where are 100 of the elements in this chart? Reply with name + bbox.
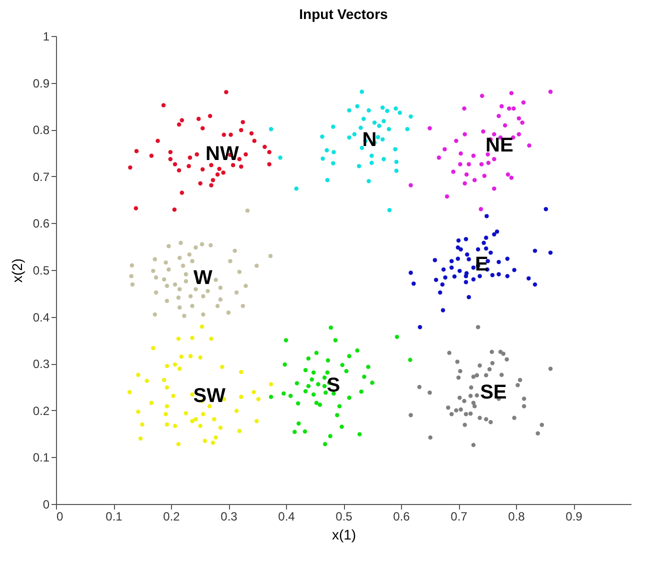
- point: [332, 150, 336, 154]
- point: [230, 163, 236, 168]
- point: [134, 149, 139, 154]
- point: [471, 154, 476, 158]
- point: [488, 250, 493, 255]
- point: [254, 419, 259, 424]
- point: [490, 361, 495, 366]
- point: [458, 162, 462, 166]
- point: [176, 122, 182, 127]
- point: [284, 338, 288, 342]
- point: [200, 242, 204, 246]
- point: [144, 378, 149, 384]
- point: [512, 268, 516, 272]
- point: [488, 420, 493, 424]
- point: [180, 190, 184, 195]
- point: [509, 90, 514, 96]
- point: [490, 273, 495, 278]
- point: [521, 100, 526, 105]
- point: [482, 174, 486, 178]
- point: [449, 266, 454, 270]
- point: [501, 352, 506, 356]
- point: [370, 154, 374, 158]
- point: [471, 266, 476, 270]
- point: [518, 378, 522, 382]
- point: [239, 164, 244, 169]
- point: [201, 294, 206, 298]
- point: [442, 147, 447, 152]
- point: [393, 147, 398, 152]
- x-tick-label: 0: [56, 510, 64, 524]
- point: [187, 252, 192, 257]
- point: [494, 230, 500, 234]
- point: [172, 208, 177, 212]
- point: [386, 127, 392, 132]
- point: [464, 236, 468, 242]
- point: [202, 438, 208, 443]
- point: [149, 154, 154, 158]
- point: [161, 103, 166, 108]
- point: [186, 164, 191, 168]
- point: [440, 308, 446, 312]
- point: [178, 240, 183, 245]
- point: [164, 412, 168, 416]
- point: [464, 280, 468, 284]
- point: [288, 394, 293, 398]
- y-tick-label: 1: [42, 30, 50, 44]
- point: [506, 172, 510, 177]
- point: [468, 394, 473, 398]
- point: [252, 138, 256, 143]
- point: [176, 336, 181, 341]
- point: [347, 354, 352, 358]
- point: [200, 324, 204, 329]
- point: [224, 90, 228, 94]
- point: [340, 424, 344, 429]
- point: [465, 252, 470, 257]
- point: [311, 370, 316, 375]
- point: [484, 214, 489, 218]
- chart-title: Input Vectors: [299, 6, 388, 22]
- point: [180, 118, 184, 122]
- point: [294, 381, 300, 386]
- point: [486, 152, 490, 157]
- annotation: SE: [480, 381, 507, 404]
- point: [484, 373, 488, 378]
- point: [322, 442, 328, 446]
- point: [444, 194, 450, 199]
- point: [268, 127, 274, 132]
- x-tick-label: 0.7: [450, 510, 468, 524]
- point: [492, 232, 496, 237]
- point: [328, 434, 332, 438]
- point: [436, 156, 442, 160]
- point: [188, 156, 192, 160]
- point: [196, 116, 201, 121]
- point: [516, 116, 521, 120]
- point: [188, 354, 193, 358]
- point: [458, 396, 462, 400]
- point: [484, 236, 488, 240]
- point: [198, 355, 202, 360]
- point: [451, 170, 456, 174]
- point: [358, 126, 363, 130]
- point: [449, 412, 454, 416]
- point: [207, 404, 212, 408]
- annotation: NE: [486, 134, 514, 157]
- point: [462, 422, 467, 428]
- point: [443, 275, 448, 280]
- point: [218, 297, 223, 302]
- point: [296, 401, 300, 406]
- point: [214, 278, 218, 282]
- y-tick-label: 0.4: [32, 310, 50, 324]
- point: [398, 110, 402, 115]
- point: [164, 422, 170, 427]
- point: [311, 392, 316, 397]
- point: [512, 416, 516, 420]
- point: [466, 162, 471, 166]
- point: [214, 435, 218, 440]
- point: [526, 276, 531, 281]
- point: [210, 440, 216, 445]
- point: [408, 270, 413, 275]
- point: [222, 132, 226, 137]
- point: [359, 390, 364, 394]
- point: [320, 156, 325, 161]
- point: [380, 137, 385, 142]
- annotation: S: [326, 374, 340, 396]
